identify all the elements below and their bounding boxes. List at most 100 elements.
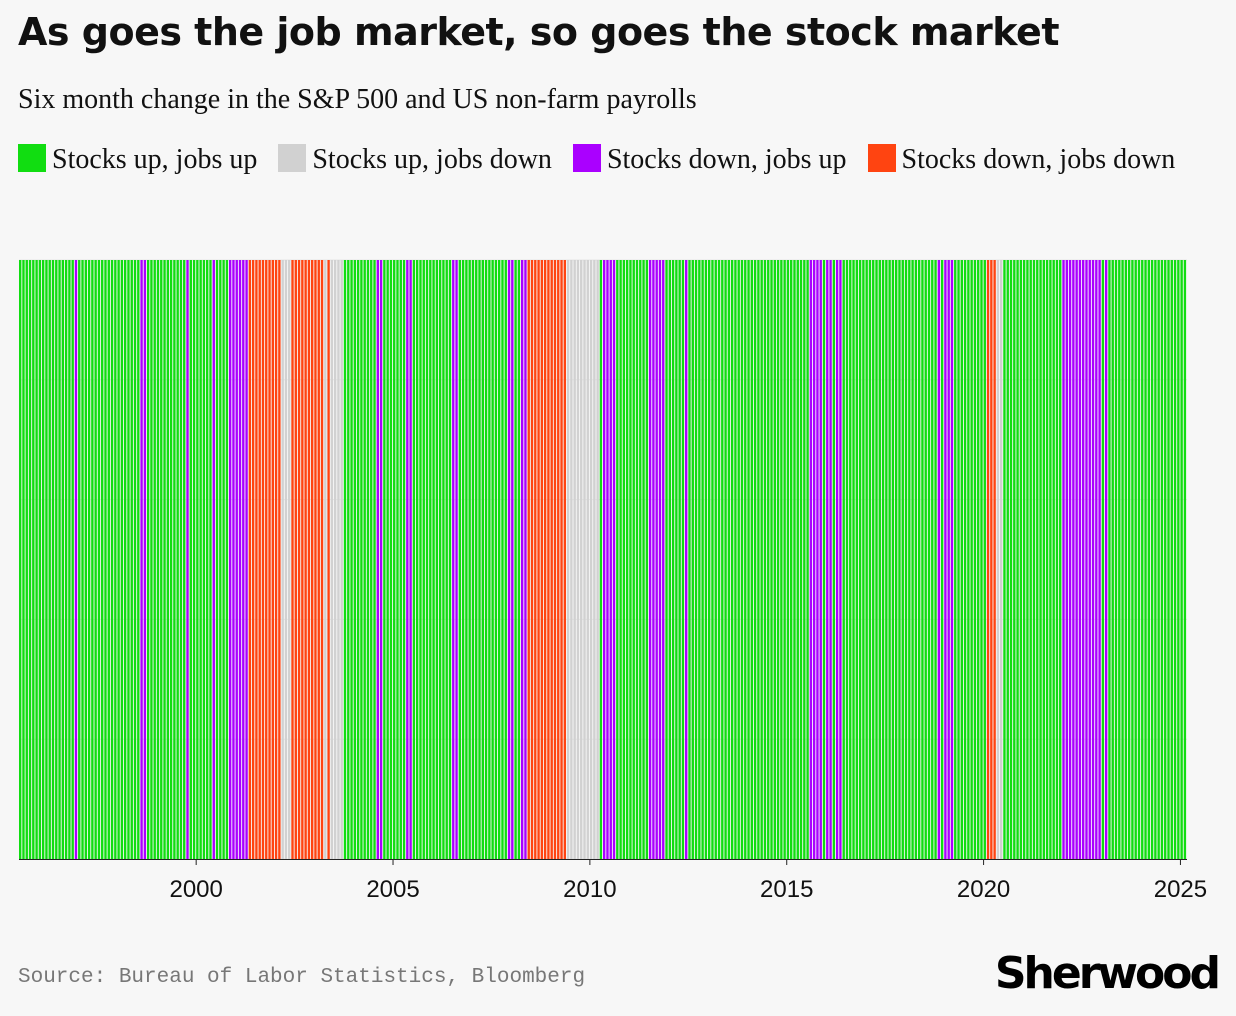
bar-up-up	[960, 260, 963, 859]
bar-down-down	[557, 260, 560, 859]
bar-up-up	[415, 260, 419, 859]
legend-swatch-up-down	[278, 144, 307, 172]
bar-down-up	[609, 260, 612, 859]
bar-up-down	[281, 260, 284, 859]
bar-down-down	[317, 260, 320, 859]
legend-label-down-down: Stocks down, jobs down	[901, 144, 1176, 175]
bar-up-down	[340, 260, 343, 859]
bar-up-up	[675, 260, 678, 859]
bar-up-up	[1147, 260, 1151, 859]
bar-up-up	[744, 260, 747, 859]
bar-up-up	[366, 260, 370, 859]
bar-up-up	[360, 260, 363, 859]
x-tick-label: 2010	[563, 876, 616, 903]
bar-up-up	[957, 260, 960, 859]
bar-up-up	[799, 260, 803, 859]
bar-up-up	[504, 260, 507, 859]
bar-up-down	[999, 260, 1003, 859]
bar-down-down	[547, 260, 550, 859]
bar-down-up	[1062, 260, 1065, 859]
bar-up-up	[701, 260, 704, 859]
bar-up-up	[914, 260, 918, 859]
bar-up-down	[580, 260, 583, 859]
bar-down-up	[235, 260, 238, 859]
bar-up-up	[484, 260, 488, 859]
bar-up-up	[694, 260, 698, 859]
bar-down-down	[261, 260, 265, 859]
bar-up-up	[412, 260, 416, 859]
bar-up-up	[173, 260, 176, 859]
bar-down-down	[294, 260, 297, 859]
bar-up-up	[803, 260, 806, 859]
bar-down-up	[520, 260, 524, 859]
bar-down-up	[603, 260, 606, 859]
bar-up-up	[770, 260, 773, 859]
bar-up-down	[576, 260, 580, 859]
bar-up-up	[625, 260, 629, 859]
bar-down-down	[271, 260, 275, 859]
bar-down-down	[304, 260, 307, 859]
bar-up-up	[776, 260, 780, 859]
bar-down-up	[826, 260, 829, 859]
bar-up-up	[845, 260, 849, 859]
bar-up-up	[225, 260, 229, 859]
bar-up-up	[885, 260, 888, 859]
bar-up-up	[1022, 260, 1026, 859]
bar-up-up	[189, 260, 192, 859]
bar-up-down	[596, 260, 599, 859]
bar-up-up	[120, 260, 124, 859]
bar-up-up	[901, 260, 904, 859]
bar-down-down	[550, 260, 553, 859]
bar-up-down	[566, 260, 570, 859]
bar-up-up	[61, 260, 65, 859]
bar-up-up	[629, 260, 632, 859]
bar-up-up	[1003, 260, 1006, 859]
bar-down-down	[553, 260, 557, 859]
bar-down-up	[816, 260, 819, 859]
bar-up-up	[704, 260, 708, 859]
bar-up-up	[1157, 260, 1160, 859]
bar-up-up	[1036, 260, 1039, 859]
bar-up-up	[1154, 260, 1157, 859]
bar-down-down	[314, 260, 317, 859]
bar-up-up	[94, 260, 97, 859]
bar-down-up	[232, 260, 235, 859]
legend-label-up-up: Stocks up, jobs up	[52, 144, 258, 175]
bar-up-up	[179, 260, 183, 859]
bar-up-up	[1108, 260, 1111, 859]
bar-up-up	[1137, 260, 1141, 859]
bar-up-up	[481, 260, 484, 859]
bar-down-down	[311, 260, 314, 859]
bar-up-up	[1032, 260, 1036, 859]
bar-up-up	[783, 260, 786, 859]
bar-up-up	[373, 260, 376, 859]
bar-up-up	[691, 260, 694, 859]
bar-up-up	[435, 260, 439, 859]
bar-up-up	[458, 260, 462, 859]
bar-up-up	[25, 260, 28, 859]
bar-up-up	[645, 260, 649, 859]
bar-up-up	[773, 260, 776, 859]
bar-down-up	[606, 260, 609, 859]
bar-up-up	[425, 260, 429, 859]
bar-down-up	[937, 260, 941, 859]
bar-up-up	[1059, 260, 1062, 859]
bar-up-up	[156, 260, 160, 859]
bar-up-up	[980, 260, 983, 859]
bar-up-up	[478, 260, 481, 859]
bar-up-up	[104, 260, 107, 859]
bar-up-up	[1173, 260, 1177, 859]
bar-up-up	[849, 260, 852, 859]
bar-up-up	[1049, 260, 1052, 859]
bar-up-up	[58, 260, 61, 859]
bar-up-up	[84, 260, 87, 859]
bar-up-up	[32, 260, 35, 859]
bar-up-up	[973, 260, 977, 859]
bar-up-up	[940, 260, 944, 859]
bar-up-up	[872, 260, 875, 859]
bar-up-up	[19, 260, 22, 859]
bar-up-up	[448, 260, 452, 859]
bar-up-down	[573, 260, 576, 859]
bar-down-down	[993, 260, 996, 859]
